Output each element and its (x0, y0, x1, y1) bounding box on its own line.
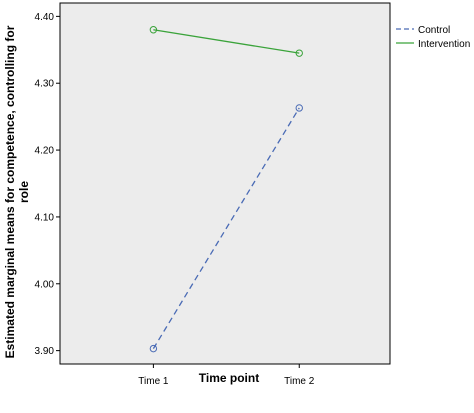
y-axis-title-line-2: role (17, 181, 31, 203)
y-axis: 3.90 4.00 4.10 4.20 4.30 4.40 (35, 12, 60, 357)
y-tick-label: 4.10 (35, 212, 55, 223)
x-tick-label: Time 1 (138, 376, 169, 387)
control-line (152, 107, 300, 349)
legend-label-intervention: Intervention (418, 39, 470, 50)
y-tick-label: 3.90 (35, 346, 55, 357)
control-point (149, 344, 158, 353)
x-tick-label: Time 2 (284, 376, 315, 387)
control-point (295, 104, 303, 112)
intervention-line (153, 29, 300, 54)
series-group (149, 26, 303, 353)
legend: Control Intervention (396, 25, 470, 50)
x-axis-title: Time point (199, 371, 259, 385)
y-tick-label: 4.30 (35, 79, 55, 90)
plot-area (59, 2, 391, 365)
y-tick-label: 4.00 (35, 279, 55, 290)
y-tick-label: 4.40 (35, 12, 55, 23)
y-tick-label: 4.20 (35, 146, 55, 157)
legend-label-control: Control (418, 25, 450, 36)
y-axis-title-line-1: Estimated marginal means for competence,… (3, 25, 17, 358)
x-axis: Time 1 Time 2 (138, 364, 315, 387)
intervention-point (149, 26, 158, 34)
intervention-point (295, 49, 303, 57)
